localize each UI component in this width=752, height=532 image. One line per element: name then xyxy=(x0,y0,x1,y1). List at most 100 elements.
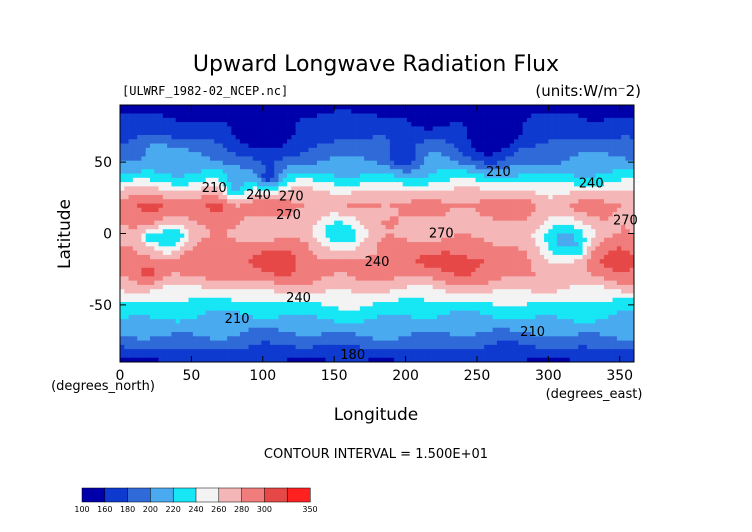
heatmap-cell xyxy=(171,134,177,140)
heatmap-cell xyxy=(398,169,404,174)
heatmap-cell xyxy=(132,237,138,243)
heatmap-cell xyxy=(338,242,344,247)
heatmap-cell xyxy=(128,143,134,149)
heatmap-cell xyxy=(616,199,622,204)
heatmap-cell xyxy=(484,212,489,217)
heatmap-cell xyxy=(406,272,412,277)
heatmap-cell xyxy=(171,173,177,179)
heatmap-cell xyxy=(329,280,335,286)
heatmap-cell xyxy=(149,190,155,196)
heatmap-cell xyxy=(179,207,185,213)
heatmap-cell xyxy=(458,224,464,230)
heatmap-cell xyxy=(368,233,374,239)
heatmap-cell xyxy=(578,147,583,153)
heatmap-cell xyxy=(295,186,301,192)
heatmap-cell xyxy=(329,242,335,247)
heatmap-cell xyxy=(158,224,164,230)
heatmap-cell xyxy=(257,276,262,281)
heatmap-cell xyxy=(209,134,215,140)
heatmap-cell xyxy=(192,173,198,179)
heatmap-cell xyxy=(428,233,434,239)
heatmap-cell xyxy=(222,130,228,136)
heatmap-cell xyxy=(522,276,528,281)
heatmap-cell xyxy=(317,139,322,144)
heatmap-cell xyxy=(561,182,566,187)
heatmap-cell xyxy=(132,182,138,187)
heatmap-cell xyxy=(325,229,331,234)
heatmap-cell xyxy=(295,177,301,183)
heatmap-cell xyxy=(381,152,386,157)
heatmap-cell xyxy=(582,250,588,256)
heatmap-cell xyxy=(381,122,386,127)
heatmap-cell xyxy=(471,147,476,153)
heatmap-cell xyxy=(556,173,562,179)
heatmap-cell xyxy=(355,109,361,114)
heatmap-cell xyxy=(368,212,374,217)
heatmap-cell xyxy=(552,272,558,277)
heatmap-cell xyxy=(209,250,215,256)
heatmap-cell xyxy=(351,229,356,234)
heatmap-cell xyxy=(415,173,421,179)
heatmap-cell xyxy=(492,113,498,119)
heatmap-cell xyxy=(544,177,549,183)
heatmap-cell xyxy=(278,254,284,260)
heatmap-cell xyxy=(509,259,515,264)
heatmap-cell xyxy=(479,156,485,162)
heatmap-cell xyxy=(389,246,395,251)
heatmap-cell xyxy=(145,220,151,226)
heatmap-cell xyxy=(629,182,635,187)
heatmap-cell xyxy=(616,267,622,273)
heatmap-cell xyxy=(402,199,408,204)
heatmap-cell xyxy=(334,186,339,192)
heatmap-cell xyxy=(171,139,177,144)
heatmap-cell xyxy=(214,229,219,234)
heatmap-cell xyxy=(278,169,284,174)
heatmap-cell xyxy=(471,267,476,273)
heatmap-cell xyxy=(145,130,151,136)
heatmap-cell xyxy=(317,126,322,132)
heatmap-cell xyxy=(445,160,451,166)
heatmap-cell xyxy=(239,173,245,179)
heatmap-cell xyxy=(479,117,485,123)
heatmap-cell xyxy=(257,250,262,256)
heatmap-cell xyxy=(471,203,476,209)
heatmap-cell xyxy=(308,156,314,162)
heatmap-cell xyxy=(608,122,613,127)
heatmap-cell xyxy=(406,237,412,243)
heatmap-cell xyxy=(124,199,129,204)
heatmap-cell xyxy=(509,152,515,157)
heatmap-cell xyxy=(612,160,618,166)
heatmap-cell xyxy=(368,164,374,170)
heatmap-cell xyxy=(175,105,181,110)
heatmap-cell xyxy=(385,207,391,213)
heatmap-cell xyxy=(462,156,468,162)
heatmap-cell xyxy=(261,280,266,286)
heatmap-cell xyxy=(539,190,545,196)
heatmap-cell xyxy=(235,267,241,273)
heatmap-cell xyxy=(192,194,198,200)
heatmap-cell xyxy=(612,143,618,149)
heatmap-cell xyxy=(308,216,314,221)
heatmap-cell xyxy=(325,139,331,144)
heatmap-cell xyxy=(424,280,429,286)
heatmap-cell xyxy=(531,263,536,269)
heatmap-cell xyxy=(308,237,314,243)
heatmap-cell xyxy=(338,190,344,196)
heatmap-cell xyxy=(621,212,626,217)
heatmap-cell xyxy=(265,242,271,247)
heatmap-cell xyxy=(274,272,279,277)
heatmap-cell xyxy=(548,173,553,179)
heatmap-cell xyxy=(372,173,378,179)
heatmap-cell xyxy=(355,147,361,153)
heatmap-cell xyxy=(591,113,596,119)
heatmap-cell xyxy=(582,203,588,209)
heatmap-cell xyxy=(321,246,326,251)
heatmap-cell xyxy=(269,250,275,256)
heatmap-cell xyxy=(201,246,207,251)
heatmap-cell xyxy=(188,173,194,179)
heatmap-cell xyxy=(364,216,369,221)
heatmap-cell xyxy=(175,113,181,119)
heatmap-cell xyxy=(586,259,592,264)
heatmap-cell xyxy=(342,109,348,114)
heatmap-cell xyxy=(595,254,601,260)
